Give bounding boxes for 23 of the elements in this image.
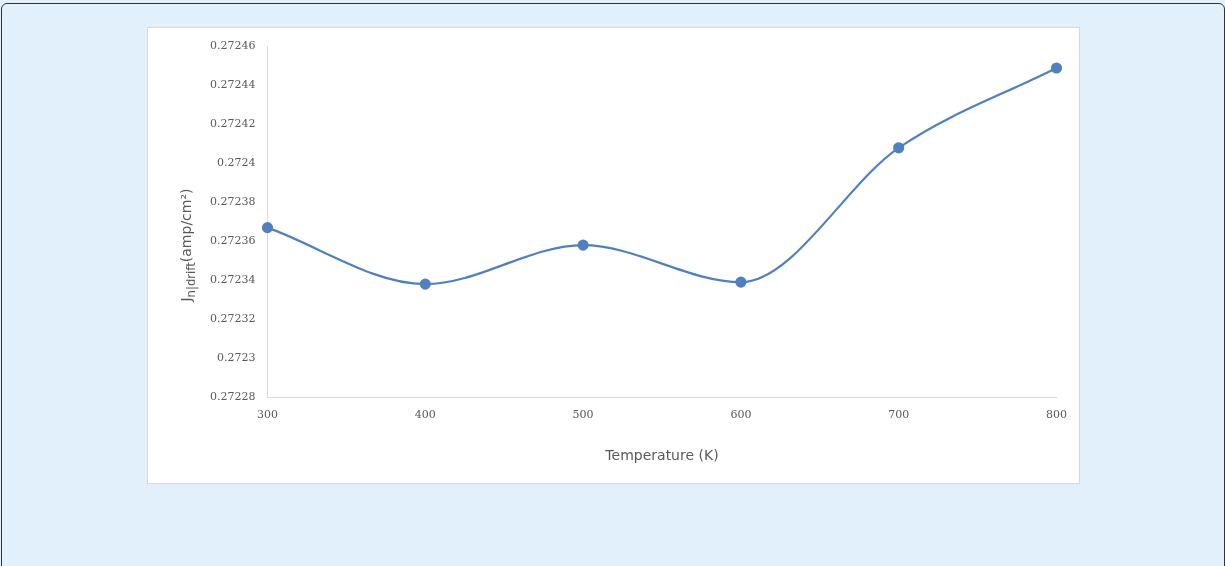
- point: [261, 222, 274, 234]
- x-tick-label: 300: [256, 408, 278, 422]
- point: [1050, 62, 1063, 74]
- y-tick-label: 0.2723: [216, 350, 256, 364]
- y-tick-label: 0.2724: [216, 156, 256, 170]
- point: [735, 276, 747, 288]
- y-tick-label: 0.27238: [209, 195, 256, 209]
- y-tick-label: 0.27246: [209, 39, 256, 53]
- y-tick-label: 0.27236: [209, 234, 256, 248]
- y-tick-label: 0.27228: [209, 389, 256, 403]
- x-tick-label: 500: [572, 408, 594, 422]
- y-tick-label: 0.27242: [209, 117, 256, 131]
- x-tick-label: 700: [888, 408, 910, 422]
- y-tick-label: 0.27234: [209, 273, 256, 287]
- x-axis-title: Temperature (K): [604, 447, 719, 464]
- point: [893, 142, 905, 154]
- x-tick-label: 400: [414, 408, 436, 422]
- point: [419, 278, 431, 290]
- x-tick-label: 800: [1046, 408, 1067, 422]
- y-tick-label: 0.27244: [209, 78, 256, 92]
- y-tick-label: 0.27232: [209, 311, 256, 325]
- x-tick-label: 600: [730, 408, 752, 422]
- point: [577, 239, 589, 251]
